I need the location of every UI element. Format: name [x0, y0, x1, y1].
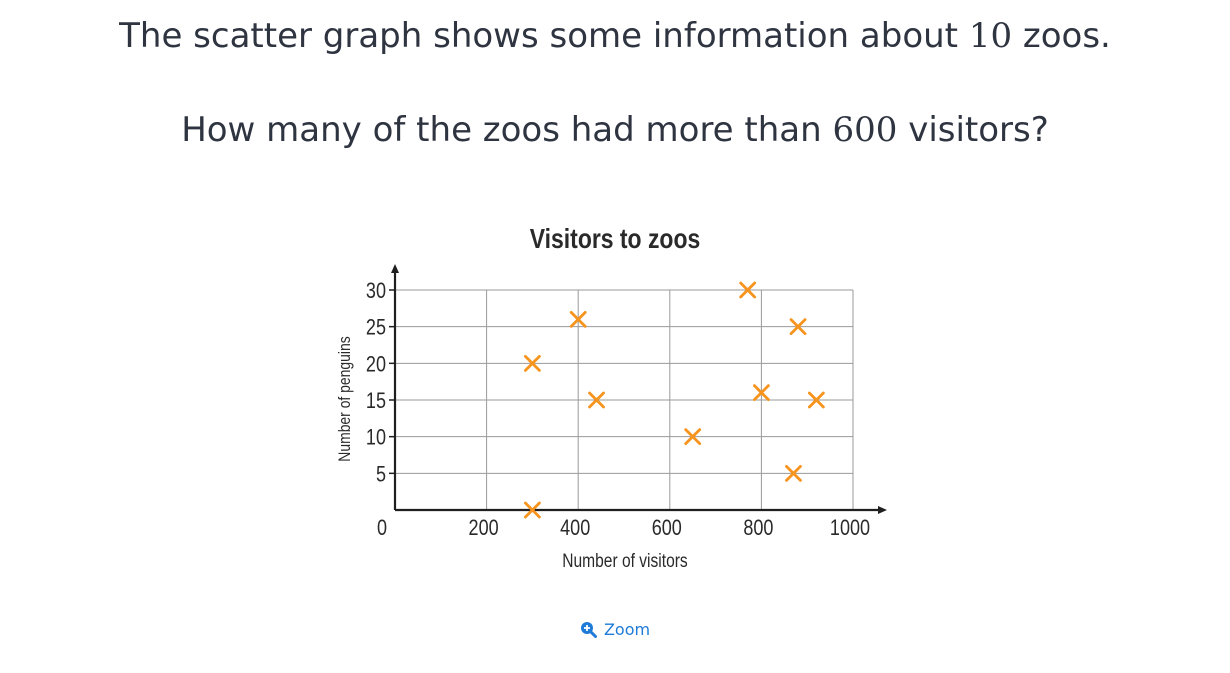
x-tick-label: 600 — [652, 516, 682, 540]
scatter-chart: 0 5 10 15 20 25 30 200 400 600 800 1000 Visitors to… — [0, 200, 1230, 590]
scatter-point-stroke — [524, 501, 541, 519]
grid-lines — [395, 289, 854, 510]
y-tick-label: 20 — [366, 353, 386, 377]
axes — [389, 264, 887, 514]
scatter-point-stroke — [789, 318, 807, 336]
scatter-point-stroke — [684, 428, 702, 446]
x-tick-label: 200 — [469, 516, 499, 540]
chart-canvas: 0 5 10 15 20 25 30 200 400 600 800 1000 Visitors to… — [336, 224, 887, 571]
scatter-point-stroke — [524, 354, 541, 372]
zoom-in-icon — [580, 622, 597, 638]
scatter-point-stroke — [739, 281, 757, 299]
question-number: 10 — [968, 16, 1013, 56]
y-tick-label: 15 — [366, 389, 386, 413]
zoom-label: Zoom — [603, 620, 651, 639]
question-text: How many of the zoos had more than — [181, 110, 833, 150]
zoom-button[interactable]: Zoom — [580, 620, 650, 639]
question-number: 600 — [832, 110, 898, 150]
scatter-point-stroke — [807, 391, 825, 409]
y-tick-label: 0 — [377, 516, 387, 540]
scatter-point — [739, 281, 757, 299]
question-line-1: The scatter graph shows some information… — [0, 16, 1230, 56]
scatter-point-stroke — [785, 464, 802, 482]
x-axis-arrow — [878, 506, 887, 514]
chart-title: Visitors to zoos — [530, 224, 700, 255]
scatter-point-stroke — [588, 391, 605, 409]
y-axis-arrow — [391, 264, 399, 273]
scatter-point — [789, 318, 807, 336]
scatter-point — [684, 428, 702, 446]
x-tick-label: 400 — [560, 516, 590, 540]
y-tick-label: 10 — [366, 426, 386, 450]
scatter-point — [524, 354, 541, 372]
question-text: The scatter graph shows some information… — [119, 16, 969, 56]
scatter-point-stroke — [753, 384, 770, 402]
scatter-point — [524, 501, 541, 519]
y-tick-label: 30 — [366, 279, 386, 303]
y-tick-label: 5 — [376, 463, 386, 487]
x-tick-label: 800 — [743, 516, 773, 540]
question-text: visitors? — [897, 110, 1049, 150]
tick-labels: 0 5 10 15 20 25 30 200 400 600 800 1000 — [366, 279, 870, 540]
x-tick-label: 1000 — [830, 516, 870, 540]
scatter-point — [785, 464, 802, 482]
question-text: zoos. — [1012, 16, 1111, 56]
y-axis-label: Number of penguins — [336, 336, 355, 462]
scatter-point — [807, 391, 825, 409]
chart-labels: Visitors to zoos Number of visitors Numb… — [336, 224, 700, 571]
question-line-2: How many of the zoos had more than 600 v… — [0, 110, 1230, 150]
data-points — [524, 281, 825, 519]
zoom-row: Zoom — [0, 620, 1230, 642]
x-axis-label: Number of visitors — [562, 550, 688, 572]
scatter-point — [569, 310, 587, 328]
scatter-point-stroke — [569, 310, 587, 328]
y-tick-label: 25 — [366, 316, 386, 340]
scatter-point — [588, 391, 605, 409]
scatter-point — [753, 384, 770, 402]
